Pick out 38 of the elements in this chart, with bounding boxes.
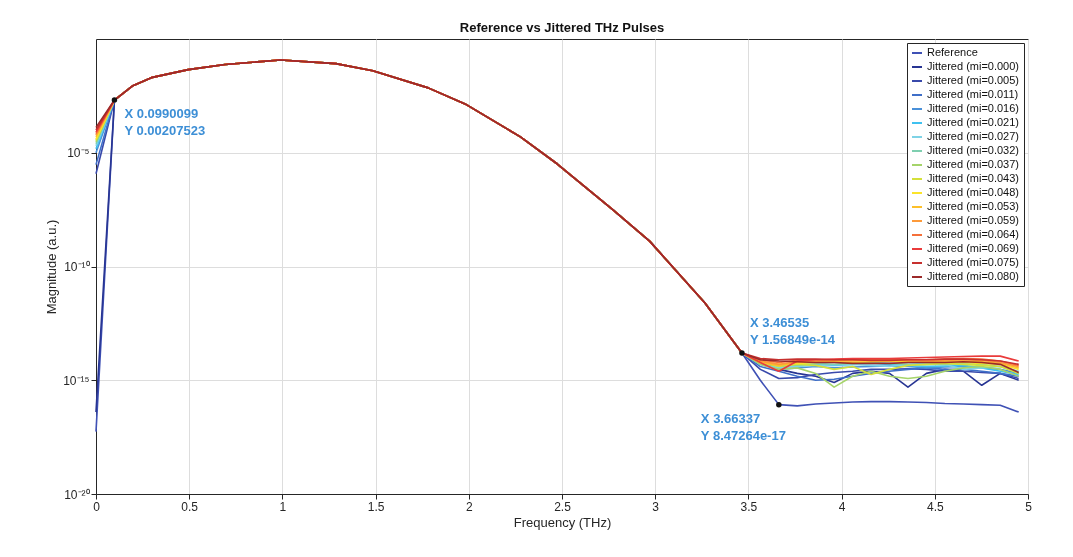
x-tick-label: 0.5 xyxy=(181,499,199,514)
x-axis-title: Frequency (THz) xyxy=(513,514,612,530)
legend-label: Jittered (mi=0.005) xyxy=(927,74,1020,86)
y-tick-label: 10⁻⁵ xyxy=(67,146,90,161)
x-tick-label: 4 xyxy=(838,499,846,514)
legend-label: Jittered (mi=0.059) xyxy=(927,214,1020,226)
x-tick-label: 4.5 xyxy=(926,499,944,514)
x-tick-label: 1.5 xyxy=(367,499,385,514)
legend-label: Jittered (mi=0.011) xyxy=(927,88,1019,100)
annotation: X 0.0990099 Y 0.00207523 xyxy=(124,106,206,139)
legend-label: Jittered (mi=0.069) xyxy=(927,242,1020,254)
y-axis-title: Magnitude (a.u.) xyxy=(44,219,60,315)
legend-label: Jittered (mi=0.000) xyxy=(927,60,1020,72)
x-tick-label: 3 xyxy=(652,499,660,514)
chart-title: Reference vs Jittered THz Pulses xyxy=(459,20,665,35)
legend-label: Jittered (mi=0.075) xyxy=(927,256,1020,268)
y-tick-label: 10⁻¹⁵ xyxy=(63,373,90,388)
legend-label: Jittered (mi=0.053) xyxy=(927,200,1020,212)
legend-label: Jittered (mi=0.032) xyxy=(927,144,1020,156)
x-tick-label: 0 xyxy=(93,499,101,514)
x-tick-label: 2 xyxy=(465,499,473,514)
y-tick-label: 10⁻²⁰ xyxy=(64,487,90,502)
legend-label: Jittered (mi=0.027) xyxy=(927,130,1020,142)
legend-label: Jittered (mi=0.016) xyxy=(927,102,1020,114)
legend-label: Reference xyxy=(927,46,978,58)
x-tick-label: 2.5 xyxy=(554,499,572,514)
y-tick-label: 10⁻¹⁰ xyxy=(64,260,90,274)
x-tick-label: 1 xyxy=(279,499,287,514)
annotation: X 3.66337 Y 8.47264e-17 xyxy=(700,410,786,443)
legend-label: Jittered (mi=0.037) xyxy=(927,158,1020,170)
legend-label: Jittered (mi=0.048) xyxy=(927,186,1020,198)
annotation: X 3.46535 Y 1.56849e-14 xyxy=(749,315,836,348)
x-tick-label: 3.5 xyxy=(740,499,758,514)
legend-label: Jittered (mi=0.021) xyxy=(927,116,1020,128)
legend-label: Jittered (mi=0.080) xyxy=(927,270,1020,282)
legend-label: Jittered (mi=0.043) xyxy=(927,172,1020,184)
x-tick-label: 5 xyxy=(1025,499,1033,514)
legend-label: Jittered (mi=0.064) xyxy=(927,228,1020,240)
